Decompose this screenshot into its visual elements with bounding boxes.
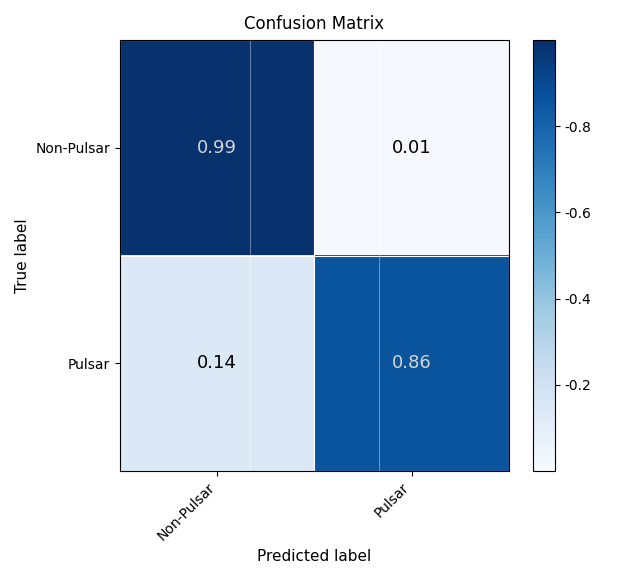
X-axis label: Predicted label: Predicted label — [257, 549, 371, 564]
Title: Confusion Matrix: Confusion Matrix — [244, 15, 384, 33]
Text: 0.99: 0.99 — [197, 139, 237, 157]
Y-axis label: True label: True label — [15, 218, 30, 293]
Text: 0.86: 0.86 — [392, 354, 432, 372]
Text: 0.14: 0.14 — [197, 354, 237, 372]
Text: 0.01: 0.01 — [392, 139, 432, 157]
